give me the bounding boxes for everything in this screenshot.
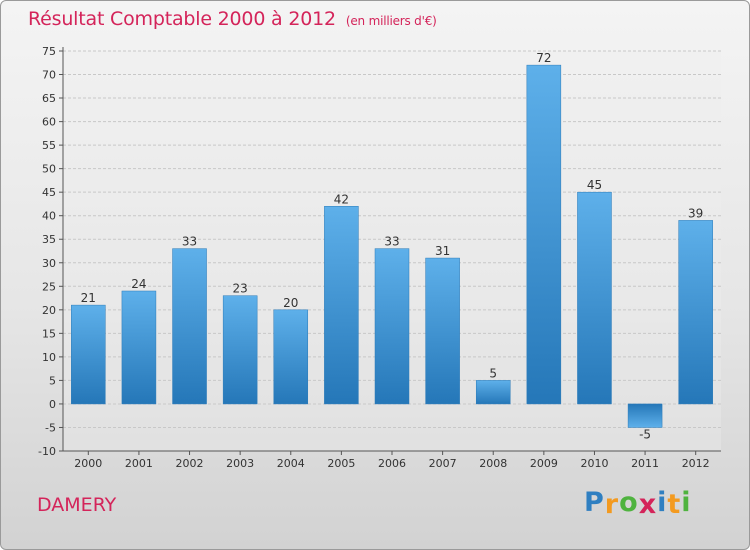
bar-2003 [222,295,258,405]
value-label-2007: 31 [435,244,450,258]
y-tick-label: 15 [42,327,56,340]
y-tick-label: 40 [42,210,56,223]
bar-2012 [678,220,713,405]
value-label-2005: 42 [334,192,349,206]
x-tick-label: 2001 [125,457,153,470]
logo-letter: x [638,489,658,520]
y-tick-label: 45 [42,186,56,199]
x-tick-label: 2009 [530,457,558,470]
y-tick-label: 55 [42,139,56,152]
bar-2004 [273,309,309,405]
bar-2005 [324,206,359,405]
value-label-2009: 72 [536,51,551,65]
y-tick-label: 20 [42,304,56,317]
logo-letter: i [657,487,668,518]
proxiti-logo: Proxiti [584,487,692,520]
x-tick-label: 2006 [378,457,406,470]
x-tick-label: 2002 [176,457,204,470]
value-labels: 21 24 33 23 20 42 33 31 5 72 45 -5 39 [81,51,704,441]
y-tick-label: 10 [42,351,56,364]
bar-2011 [627,403,663,428]
y-tick-label: 65 [42,92,56,105]
y-tick-label: -5 [45,421,56,434]
value-label-2011: -5 [639,427,651,441]
unit-note: (en milliers d'€) [345,14,437,28]
logo-letter: i [681,487,692,518]
x-tick-label: 2007 [429,457,457,470]
value-label-2010: 45 [587,178,602,192]
y-tick-label: 75 [42,45,56,58]
y-tick-label: 50 [42,163,56,176]
commune-name: DAMERY [37,494,117,516]
bars [71,64,713,428]
y-tick-label: 5 [49,374,56,387]
x-tick-label: 2011 [631,457,659,470]
x-tick-label: 2010 [580,457,608,470]
chart-title: Résultat Comptable 2000 à 2012 (en millie… [28,8,437,30]
title-text: Résultat Comptable 2000 à 2012 [28,8,336,30]
value-label-2000: 21 [81,291,96,305]
x-tick-label: 2003 [226,457,254,470]
x-tick-label: 2008 [479,457,507,470]
bar-2001 [121,290,157,405]
y-tick-label: 30 [42,257,56,270]
y-tick-label: 0 [49,398,56,411]
logo-letter: P [584,487,605,518]
value-label-2008: 5 [489,366,497,380]
bar-2008 [475,380,511,405]
logo-letter: t [667,489,682,520]
x-tick-label: 2012 [682,457,710,470]
bar-2007 [425,257,460,405]
logo-letter: o [619,487,639,518]
bar-2009 [526,64,562,405]
axes: -10 -5 0 5 10 15 20 25 30 35 40 45 50 55 60 65 70 75 2000 2… [38,45,721,470]
value-label-2001: 24 [131,277,146,291]
bar-2000 [71,304,106,405]
bar-2010 [577,191,612,405]
value-label-2012: 39 [688,206,703,220]
logo-letter: r [604,489,620,520]
x-tick-label: 2004 [277,457,305,470]
value-label-2003: 23 [233,282,248,296]
y-tick-label: 35 [42,233,56,246]
y-tick-label: 25 [42,280,56,293]
value-label-2004: 20 [283,296,298,310]
y-tick-label: 60 [42,116,56,129]
bar-2002 [172,248,207,405]
y-tick-label: 70 [42,69,56,82]
value-label-2006: 33 [384,235,399,249]
y-tick-label: -10 [38,445,56,458]
x-tick-label: 2005 [327,457,355,470]
bar-2006 [374,248,410,405]
x-tick-label: 2000 [74,457,102,470]
value-label-2002: 33 [182,235,197,249]
